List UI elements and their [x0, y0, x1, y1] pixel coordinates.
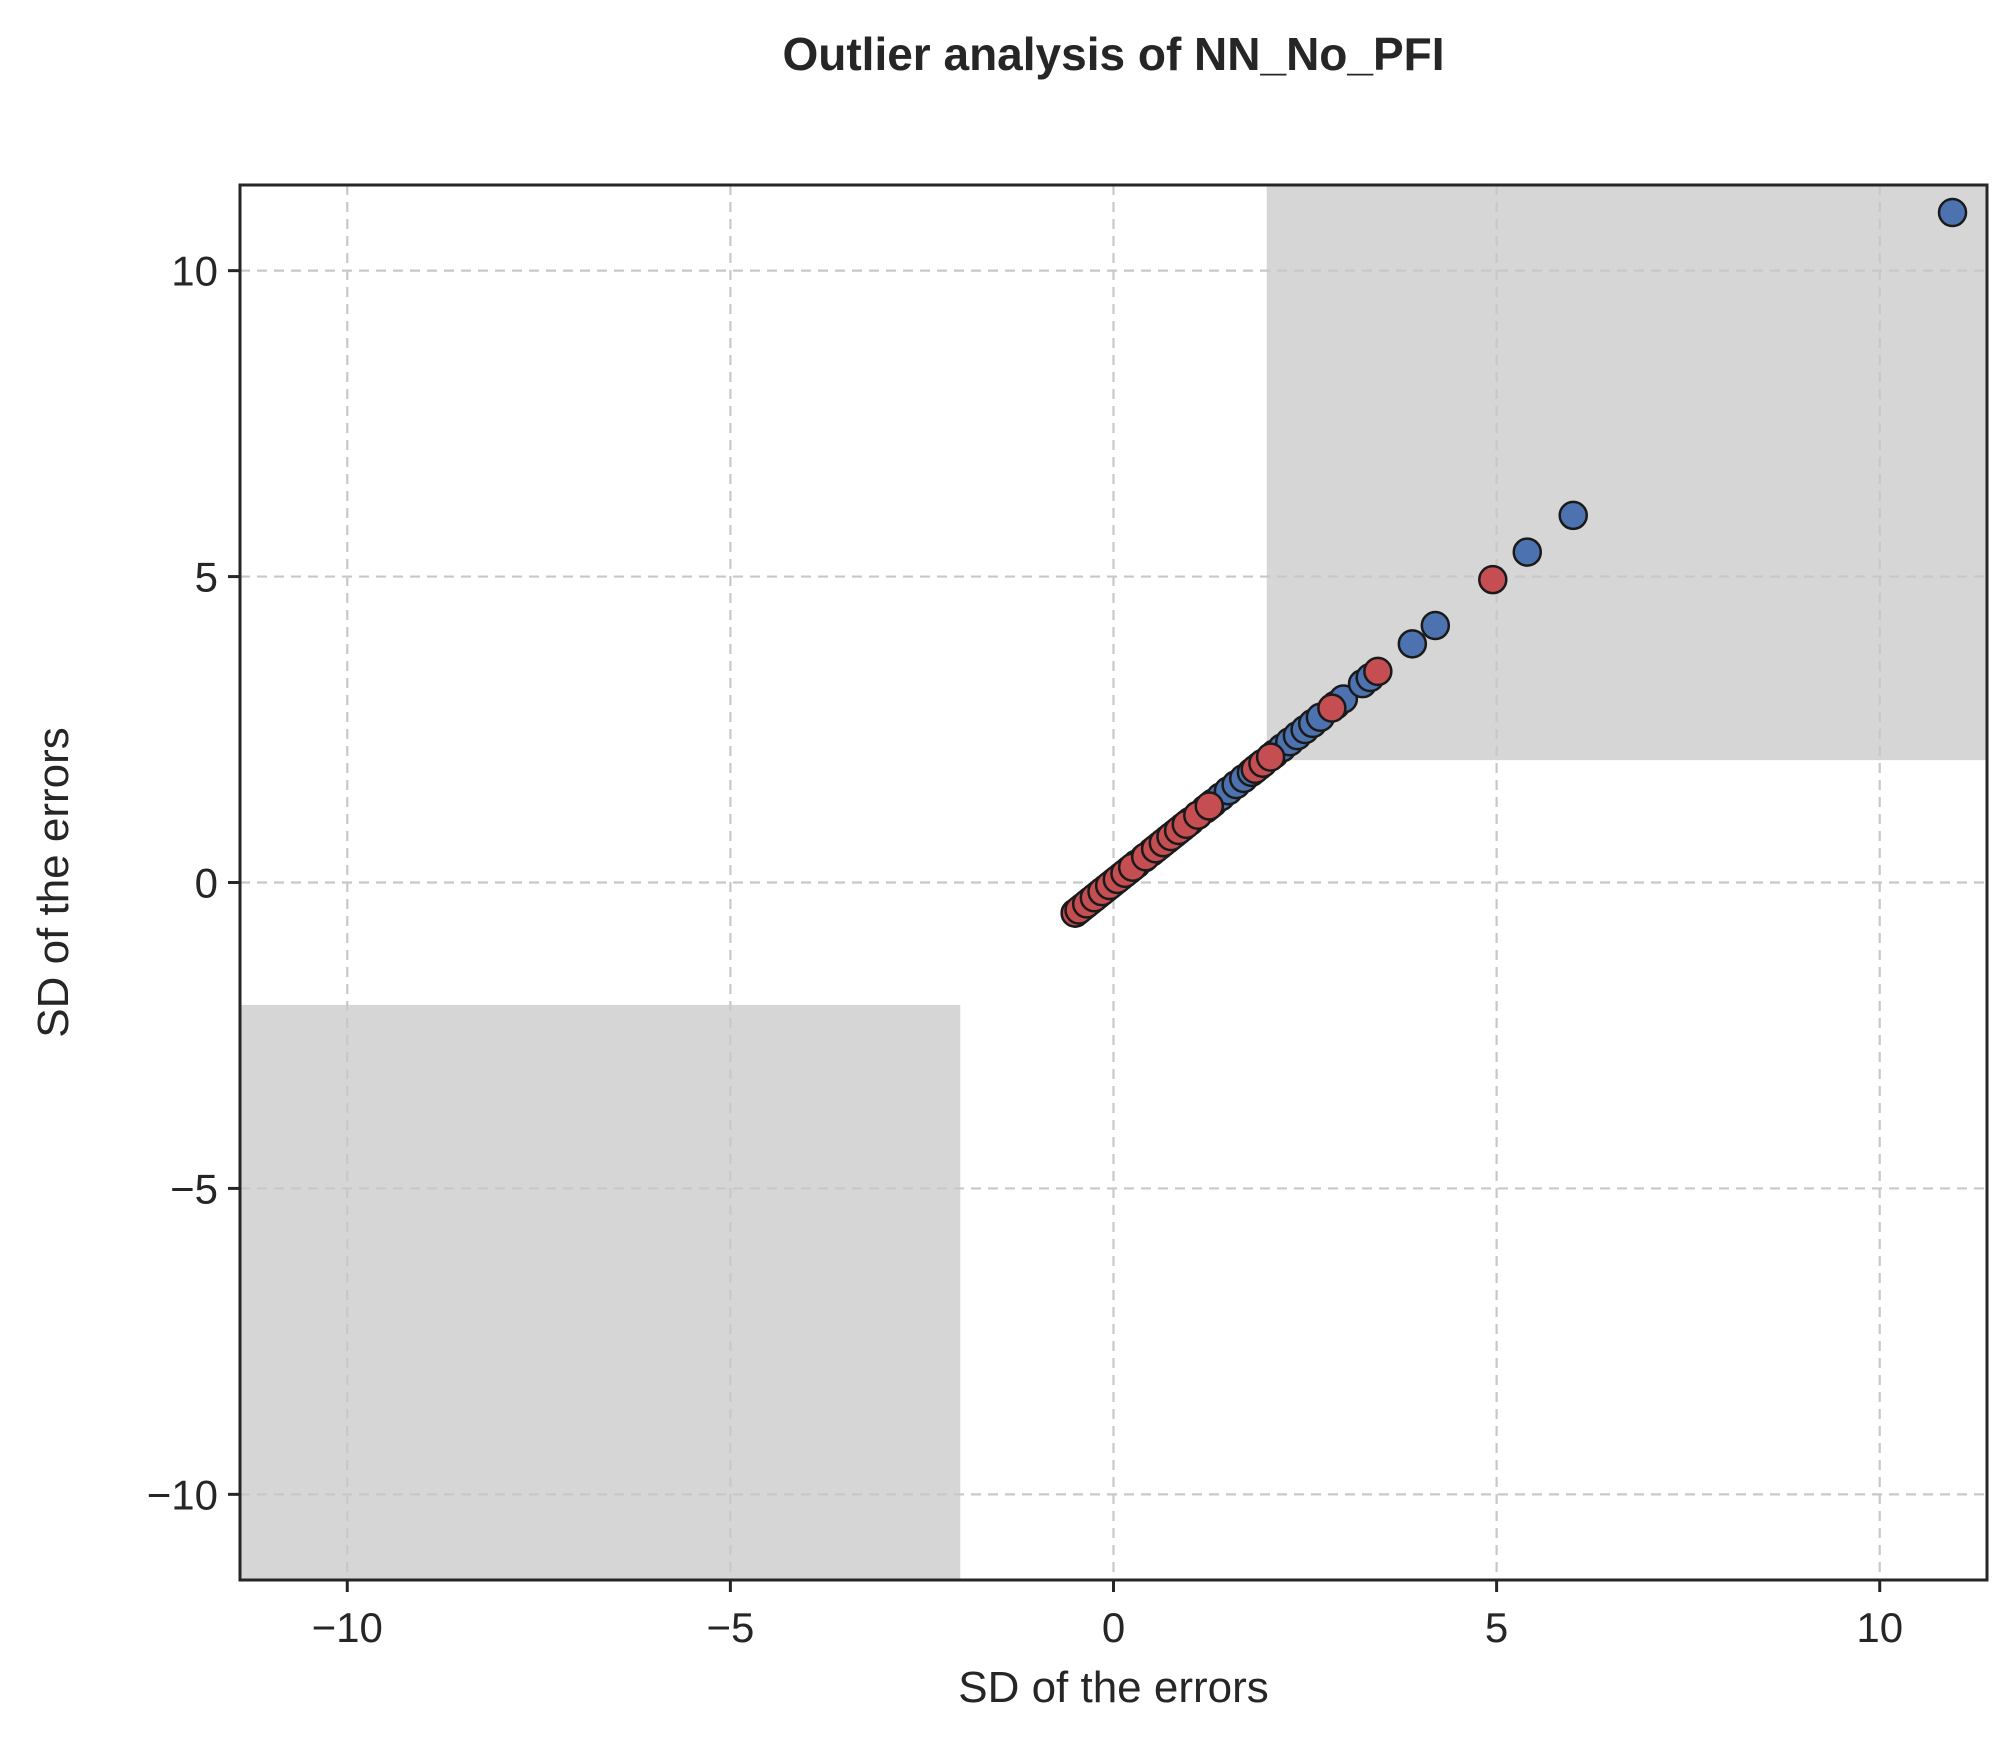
y-tick-label: 10	[171, 248, 218, 295]
data-point-series-2	[1363, 656, 1393, 687]
y-tick-label: 5	[195, 554, 218, 601]
x-tick-label: 5	[1485, 1604, 1508, 1651]
x-tick-label: −10	[312, 1604, 383, 1651]
x-axis-label: SD of the errors	[958, 1663, 1269, 1712]
data-point-series-2	[1194, 791, 1225, 821]
x-tick-label: −5	[706, 1604, 754, 1651]
y-tick-label: −10	[147, 1471, 218, 1518]
x-tick-label: 0	[1102, 1604, 1125, 1651]
outlier-region-2	[240, 1004, 961, 1580]
chart-title: Outlier analysis of NN_No_PFI	[782, 28, 1444, 80]
data-points	[1060, 197, 1968, 928]
axis-ticks: −10 −5 0 5 10 −10 −5 0 5 10	[147, 248, 1903, 1651]
data-point-series-1	[1512, 537, 1543, 567]
data-point-series-2	[1255, 742, 1286, 772]
plot-frame	[238, 183, 1989, 1582]
data-point-series-1	[1420, 610, 1451, 641]
data-point-series-1	[1397, 629, 1428, 659]
data-point-series-2	[1317, 693, 1347, 723]
data-point-series-1	[1937, 197, 1968, 228]
data-point-series-2	[1478, 564, 1508, 595]
y-tick-label: −5	[170, 1165, 218, 1212]
y-tick-label: 0	[195, 860, 218, 907]
y-axis-label: SD of the errors	[29, 727, 78, 1038]
x-tick-label: 10	[1856, 1604, 1903, 1651]
data-point-series-1	[1558, 500, 1588, 531]
